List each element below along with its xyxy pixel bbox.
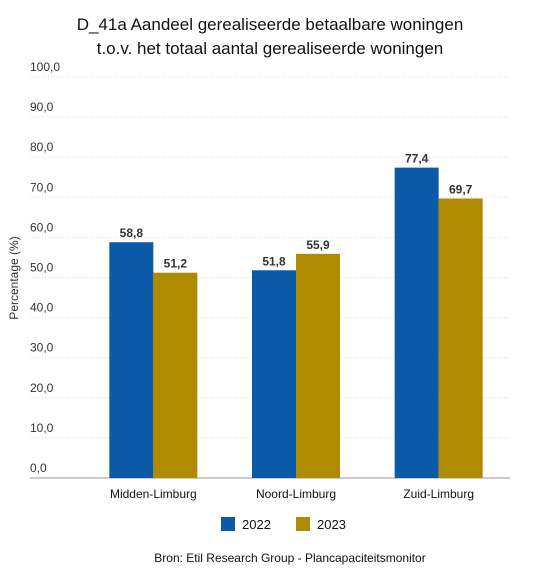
chart-title: D_41a Aandeel gerealiseerde betaalbare w… <box>77 15 464 34</box>
legend-label: 2023 <box>317 517 346 532</box>
legend-label: 2022 <box>242 517 271 532</box>
y-tick-label: 60,0 <box>30 220 54 234</box>
value-label: 51,2 <box>164 257 188 271</box>
legend-swatch <box>296 517 310 531</box>
bar <box>438 198 483 479</box>
bar <box>109 242 154 478</box>
chart-title: t.o.v. het totaal aantal gerealiseerde w… <box>97 39 444 58</box>
bar <box>252 270 296 478</box>
bar <box>296 253 340 478</box>
bar <box>153 272 198 478</box>
x-tick-label: Midden-Limburg <box>110 487 197 501</box>
y-tick-label: 20,0 <box>30 381 54 395</box>
legend-swatch <box>221 517 235 531</box>
y-tick-label: 40,0 <box>30 301 54 315</box>
y-tick-label: 0,0 <box>30 461 47 475</box>
y-axis-label: Percentage (%) <box>7 236 21 319</box>
x-tick-label: Zuid-Limburg <box>403 487 474 501</box>
y-tick-label: 30,0 <box>30 341 54 355</box>
value-label: 58,8 <box>120 226 144 240</box>
value-label: 55,9 <box>306 238 330 252</box>
y-tick-label: 50,0 <box>30 261 54 275</box>
y-tick-label: 80,0 <box>30 140 54 154</box>
y-tick-label: 100,0 <box>30 60 60 74</box>
y-tick-label: 10,0 <box>30 421 54 435</box>
value-label: 69,7 <box>449 183 473 197</box>
x-tick-label: Noord-Limburg <box>256 487 336 501</box>
source: Bron: Etil Research Group - Plancapacite… <box>154 551 425 565</box>
y-tick-label: 90,0 <box>30 100 54 114</box>
bar <box>394 167 439 478</box>
value-label: 77,4 <box>405 152 429 166</box>
value-label: 51,8 <box>262 254 286 268</box>
y-tick-label: 70,0 <box>30 180 54 194</box>
